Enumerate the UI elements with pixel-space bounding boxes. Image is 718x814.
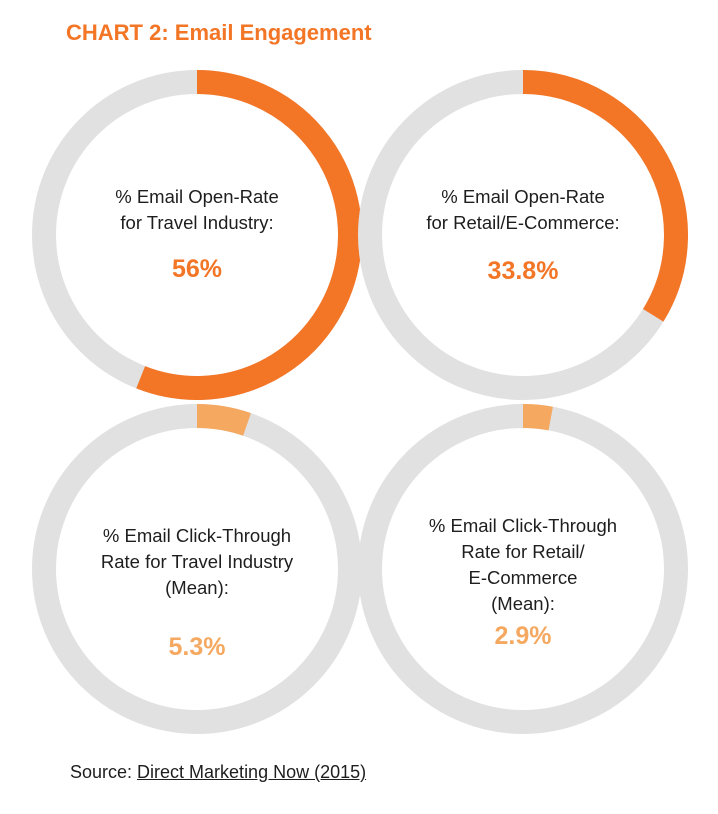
donut-label: % Email Click-Through Rate for Retail/ E… bbox=[428, 515, 618, 614]
donut-value: 56% bbox=[171, 255, 223, 283]
source-prefix: Source: bbox=[70, 762, 138, 782]
donut-label: % Email Click-Through Rate for Travel In… bbox=[100, 525, 294, 598]
donut-panel-retail-click-through: % Email Click-Through Rate for Retail/ E… bbox=[358, 404, 688, 734]
source-link[interactable]: Direct Marketing Now (2015) bbox=[137, 762, 367, 782]
donut-value-arc bbox=[522, 404, 553, 431]
donut-value: 33.8% bbox=[487, 257, 559, 285]
donut-chart bbox=[358, 404, 688, 734]
donut-panel-retail-open-rate: % Email Open-Rate for Retail/E-Commerce:… bbox=[358, 70, 688, 400]
donut-label: % Email Open-Rate for Retail/E-Commerce: bbox=[426, 186, 620, 233]
donut-value-arc bbox=[522, 70, 688, 322]
source-line: Source: Direct Marketing Now (2015) bbox=[70, 762, 366, 783]
donut-value: 5.3% bbox=[168, 633, 226, 661]
donut-value-arc bbox=[136, 70, 362, 400]
donut-panel-travel-click-through: % Email Click-Through Rate for Travel In… bbox=[32, 404, 362, 734]
donut-chart bbox=[32, 70, 362, 400]
donut-label: % Email Open-Rate for Travel Industry: bbox=[115, 186, 279, 233]
donut-chart bbox=[358, 70, 688, 400]
donut-value: 2.9% bbox=[494, 622, 552, 650]
donut-chart bbox=[32, 404, 362, 734]
donut-value-arc bbox=[196, 404, 251, 436]
chart-title: CHART 2: Email Engagement bbox=[66, 20, 372, 45]
donut-panel-travel-open-rate: % Email Open-Rate for Travel Industry: 5… bbox=[32, 70, 362, 400]
